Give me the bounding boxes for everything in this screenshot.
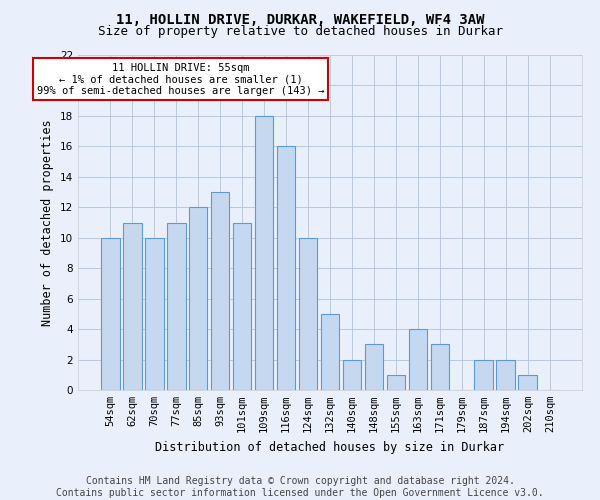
Bar bbox=[145, 238, 164, 390]
Bar bbox=[496, 360, 515, 390]
Bar bbox=[299, 238, 317, 390]
Bar bbox=[518, 375, 537, 390]
Bar bbox=[343, 360, 361, 390]
Y-axis label: Number of detached properties: Number of detached properties bbox=[41, 119, 55, 326]
Text: Size of property relative to detached houses in Durkar: Size of property relative to detached ho… bbox=[97, 25, 503, 38]
Bar bbox=[233, 222, 251, 390]
Text: 11, HOLLIN DRIVE, DURKAR, WAKEFIELD, WF4 3AW: 11, HOLLIN DRIVE, DURKAR, WAKEFIELD, WF4… bbox=[116, 12, 484, 26]
Bar bbox=[386, 375, 405, 390]
Text: 11 HOLLIN DRIVE: 55sqm
← 1% of detached houses are smaller (1)
99% of semi-detac: 11 HOLLIN DRIVE: 55sqm ← 1% of detached … bbox=[37, 62, 325, 96]
Bar bbox=[101, 238, 119, 390]
Bar bbox=[277, 146, 295, 390]
Bar bbox=[189, 208, 208, 390]
Text: Contains HM Land Registry data © Crown copyright and database right 2024.
Contai: Contains HM Land Registry data © Crown c… bbox=[56, 476, 544, 498]
Bar bbox=[409, 329, 427, 390]
Bar bbox=[431, 344, 449, 390]
Bar bbox=[365, 344, 383, 390]
Bar bbox=[255, 116, 274, 390]
Bar bbox=[167, 222, 185, 390]
Bar bbox=[211, 192, 229, 390]
Bar bbox=[320, 314, 340, 390]
Bar bbox=[123, 222, 142, 390]
X-axis label: Distribution of detached houses by size in Durkar: Distribution of detached houses by size … bbox=[155, 440, 505, 454]
Bar bbox=[475, 360, 493, 390]
